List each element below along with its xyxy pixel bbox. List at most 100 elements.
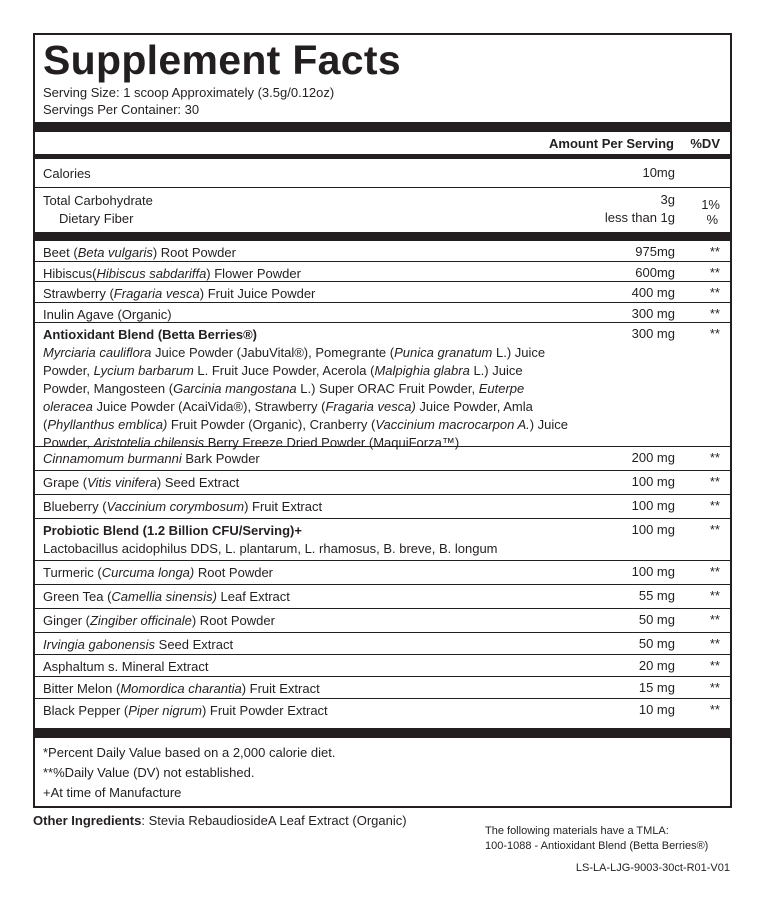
ingredient-name-part: ) Flower Powder <box>206 266 301 281</box>
ingredient-dv: ** <box>709 564 720 579</box>
ingredient-name: Turmeric (Curcuma longa) Root Powder <box>43 564 570 582</box>
ingredient-amount: 100 mg <box>631 564 675 579</box>
ingredient-name-part: Malpighia glabra <box>374 363 470 378</box>
serving-size: Serving Size: 1 scoop Approximately (3.5… <box>43 85 335 100</box>
ingredient-name-part: Fragaria vesca) <box>325 399 416 414</box>
ingredient-amount: 55 mg <box>638 588 675 603</box>
ingredient-name-part: Hibiscus sabdariffa <box>96 266 207 281</box>
ingredient-name-part: Grape ( <box>43 475 88 490</box>
ingredient-row: Ginger (Zingiber officinale) Root Powder… <box>35 608 730 633</box>
carb-label: Total Carbohydrate <box>43 193 153 208</box>
supplement-facts-panel: Supplement Facts Serving Size: 1 scoop A… <box>33 33 732 808</box>
footnote: *Percent Daily Value based on a 2,000 ca… <box>43 745 336 760</box>
ingredient-name-part: Juice Powder (JabuVital®), Pomegrante ( <box>151 345 395 360</box>
ingredient-name-part: Piper nigrum <box>128 703 202 718</box>
ingredient-name-part: ) Fruit Powder Extract <box>201 703 328 718</box>
ingredient-name-part: Juice Powder, Amla ( <box>43 399 533 432</box>
ingredient-amount: 10 mg <box>638 702 675 717</box>
footnote: **%Daily Value (DV) not established. <box>43 765 255 780</box>
ingredient-name: Antioxidant Blend (Betta Berries®) Myrcia… <box>43 326 570 452</box>
ingredient-name-part: Ginger ( <box>43 613 90 628</box>
ingredient-dv: ** <box>709 244 720 259</box>
ingredient-name-part: Bark Powder <box>181 451 260 466</box>
ingredient-amount: 600mg <box>635 265 675 280</box>
tmla-line1: The following materials have a TMLA: <box>485 825 669 837</box>
ingredient-amount: 300 mg <box>631 306 675 321</box>
ingredient-name-part: Inulin Agave (Organic) <box>43 307 172 322</box>
ingredient-dv: ** <box>709 612 720 627</box>
ingredient-name-part: Curcuma longa) <box>101 565 195 580</box>
other-ingredients-text: : Stevia RebaudiosideA Leaf Extract (Org… <box>141 813 407 828</box>
ingredient-amount: 400 mg <box>631 285 675 300</box>
ingredient-name-part: ) Root Powder <box>191 613 275 628</box>
ingredient-name-part: Camellia sinensis) <box>111 589 217 604</box>
ingredient-name-part: ) Root Powder <box>152 245 236 260</box>
ingredient-name-part: Root Powder <box>194 565 274 580</box>
ingredient-name-part: Punica granatum <box>394 345 493 360</box>
ingredient-row: Blueberry (Vaccinium corymbosum) Fruit E… <box>35 494 730 519</box>
ingredient-name: Beet (Beta vulgaris) Root Powder <box>43 244 570 262</box>
ingredient-name-part: ) Seed Extract <box>156 475 240 490</box>
ingredient-amount: 100 mg <box>631 498 675 513</box>
ingredient-name-part: Asphaltum s. Mineral Extract <box>43 659 209 674</box>
ingredient-name-part: Irvingia gabonensis <box>43 637 156 652</box>
ingredient-name-part: Juice Powder (AcaiVida®), Strawberry ( <box>92 399 326 414</box>
amount-header: Amount Per Serving <box>549 136 674 151</box>
ingredient-row: Bitter Melon (Momordica charantia) Fruit… <box>35 676 730 699</box>
ingredient-dv: ** <box>709 306 720 321</box>
calories-row: Calories 10mg <box>35 159 730 187</box>
ingredient-name-part: Fruit Powder (Organic), Cranberry ( <box>167 417 376 432</box>
tmla-note: The following materials have a TMLA: 100… <box>485 824 708 854</box>
divider <box>35 122 730 132</box>
ingredient-name-part: Green Tea ( <box>43 589 112 604</box>
ingredient-dv: ** <box>709 450 720 465</box>
ingredient-name-part: Leaf Extract <box>216 589 290 604</box>
divider <box>35 154 730 159</box>
ingredient-dv: ** <box>709 285 720 300</box>
ingredient-row: Irvingia gabonensis Seed Extract 50 mg ** <box>35 632 730 655</box>
ingredient-name: Bitter Melon (Momordica charantia) Fruit… <box>43 680 570 698</box>
ingredient-name-part: Beta vulgaris <box>77 245 153 260</box>
ingredient-name-part: Blueberry ( <box>43 499 107 514</box>
ingredient-row: Beet (Beta vulgaris) Root Powder 975mg ** <box>35 241 730 261</box>
ingredient-name: Ginger (Zingiber officinale) Root Powder <box>43 612 570 630</box>
ingredient-row: Inulin Agave (Organic) 300 mg ** <box>35 302 730 323</box>
ingredient-name-part: L.) Super ORAC Fruit Powder, <box>296 381 479 396</box>
ingredient-dv: ** <box>709 474 720 489</box>
ingredient-name-part: L.) Juice Powder, Mangosteen ( <box>43 363 523 396</box>
ingredient-name-part: Beet ( <box>43 245 78 260</box>
ingredient-name-part: Garcinia mangostana <box>173 381 297 396</box>
ingredient-name: Irvingia gabonensis Seed Extract <box>43 636 570 654</box>
ingredient-name: Blueberry (Vaccinium corymbosum) Fruit E… <box>43 498 570 516</box>
ingredient-amount: 100 mg <box>631 474 675 489</box>
fiber-label: Dietary Fiber <box>59 211 134 226</box>
ingredient-name: Green Tea (Camellia sinensis) Leaf Extra… <box>43 588 570 606</box>
tmla-line2: 100-1088 - Antioxidant Blend (Betta Berr… <box>485 840 709 852</box>
ingredient-name-part: L. Fruit Juce Powder, Acerola ( <box>193 363 375 378</box>
calories-amount: 10mg <box>642 165 675 180</box>
ingredient-row: Antioxidant Blend (Betta Berries®) Myrcia… <box>35 322 730 450</box>
ingredient-dv: ** <box>709 326 720 341</box>
ingredient-dv: ** <box>709 588 720 603</box>
ingredient-name-part: Momordica charantia <box>120 681 242 696</box>
ingredient-name-part: Myrciaria cauliflora <box>43 345 152 360</box>
ingredient-dv: ** <box>709 265 720 280</box>
ingredient-name-part: Bitter Melon ( <box>43 681 121 696</box>
footnotes: *Percent Daily Value based on a 2,000 ca… <box>43 743 335 803</box>
ingredient-name-part: Black Pepper ( <box>43 703 129 718</box>
ingredient-row: Probiotic Blend (1.2 Billion CFU/Serving… <box>35 518 730 561</box>
ingredient-name-part: Hibiscus( <box>43 266 97 281</box>
ingredient-name-part: Lycium barbarum <box>93 363 194 378</box>
ingredient-name-part: ) Fruit Juice Powder <box>199 286 316 301</box>
ingredient-row: Turmeric (Curcuma longa) Root Powder 100 … <box>35 560 730 585</box>
ingredient-name-part: Vaccinium corymbosum <box>106 499 245 514</box>
ingredient-name: Black Pepper (Piper nigrum) Fruit Powder… <box>43 702 570 720</box>
ingredient-name-part: Probiotic Blend (1.2 Billion CFU/Serving… <box>43 523 302 538</box>
carb-dv: 1% <box>701 197 720 212</box>
ingredient-name-part: Euterpe oleracea <box>43 381 525 414</box>
ingredient-name-part: Strawberry ( <box>43 286 114 301</box>
ingredient-dv: ** <box>709 522 720 537</box>
ingredient-amount: 975mg <box>635 244 675 259</box>
ingredient-dv: ** <box>709 636 720 651</box>
ingredient-row: Hibiscus(Hibiscus sabdariffa) Flower Pow… <box>35 261 730 282</box>
